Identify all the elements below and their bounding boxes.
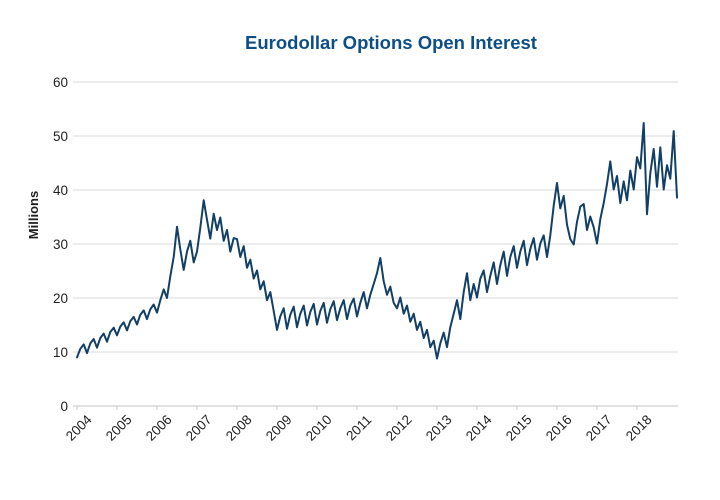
y-axis-title: Millions <box>26 191 41 239</box>
x-tick-label-2014: 2014 <box>463 412 495 444</box>
x-tick-label-2011: 2011 <box>343 412 374 443</box>
x-axis <box>73 405 678 410</box>
x-tick-label-2016: 2016 <box>543 412 575 444</box>
y-tick-label-10: 10 <box>53 345 68 360</box>
y-tick-label-20: 20 <box>53 291 68 306</box>
x-tick-label-2017: 2017 <box>583 412 615 444</box>
x-tick-label-2005: 2005 <box>103 412 135 444</box>
y-tick-labels: 0 10 20 30 40 50 60 <box>53 75 68 414</box>
y-tick-label-0: 0 <box>60 399 68 414</box>
y-tick-label-60: 60 <box>53 75 68 90</box>
x-tick-label-2015: 2015 <box>503 412 535 444</box>
x-tick-label-2006: 2006 <box>143 412 175 444</box>
x-tick-label-2018: 2018 <box>623 412 655 444</box>
open-interest-line <box>76 122 678 360</box>
x-tick-label-2013: 2013 <box>423 412 455 444</box>
y-tick-label-50: 50 <box>53 129 68 144</box>
x-tick-label-2012: 2012 <box>383 412 415 444</box>
y-tick-label-30: 30 <box>53 237 68 252</box>
x-tick-label-2004: 2004 <box>63 412 95 444</box>
gridlines <box>73 81 678 353</box>
x-tick-label-2007: 2007 <box>183 412 215 444</box>
x-tick-label-2009: 2009 <box>263 412 295 444</box>
x-tick-label-2008: 2008 <box>223 412 255 444</box>
chart-title: Eurodollar Options Open Interest <box>245 32 537 53</box>
x-tick-labels: 2004 2005 2006 2007 2008 2009 2010 2011 2012 2013… <box>63 412 655 444</box>
y-tick-label-40: 40 <box>53 183 68 198</box>
x-tick-label-2010: 2010 <box>303 412 335 444</box>
